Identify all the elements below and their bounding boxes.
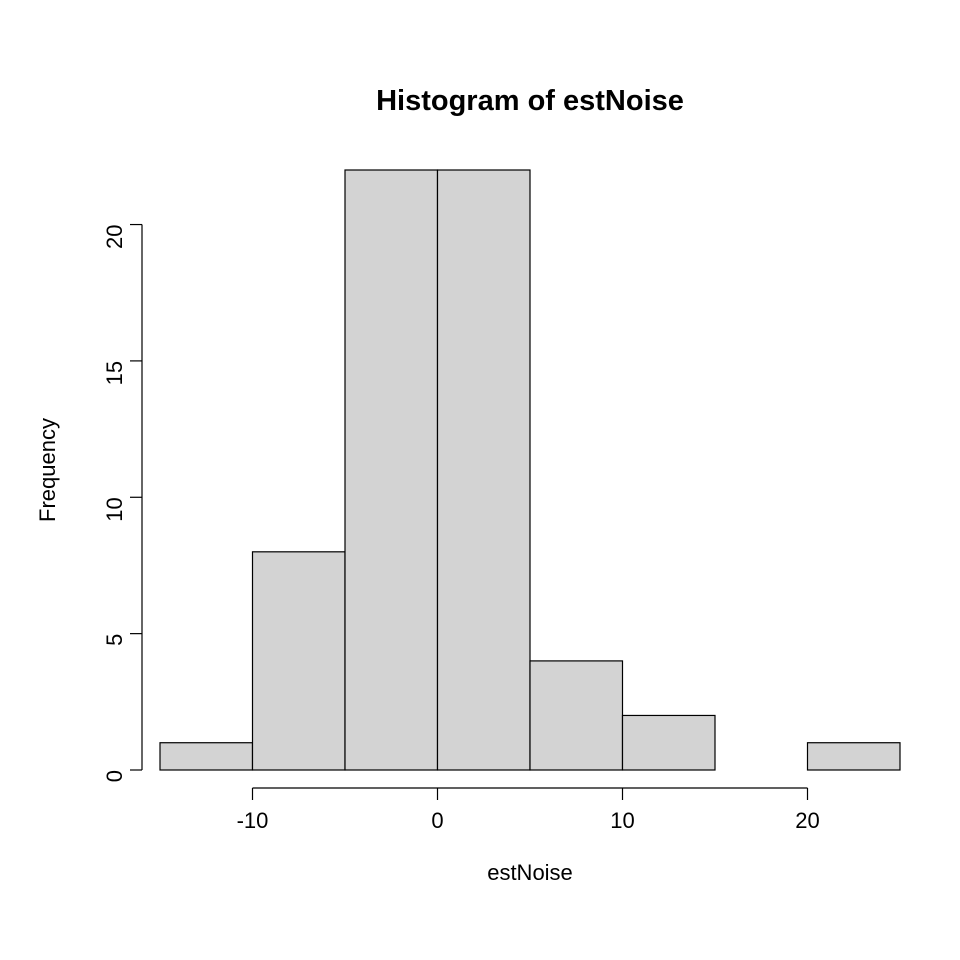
histogram-bar	[530, 661, 623, 770]
y-tick-label: 5	[102, 634, 127, 646]
y-tick-label: 0	[102, 770, 127, 782]
histogram-bar	[345, 170, 438, 770]
x-tick-label: 10	[610, 808, 634, 833]
histogram-bar	[808, 743, 901, 770]
histogram-bar	[160, 743, 253, 770]
histogram-chart: -10 0 10 20 0 5 10 15 20 Histogram of estNoise est…	[0, 0, 960, 960]
y-axis-label: Frequency	[35, 418, 60, 522]
y-tick-label: 15	[102, 361, 127, 385]
histogram-bar	[623, 715, 716, 770]
y-tick-label: 20	[102, 225, 127, 249]
histogram-bar	[438, 170, 531, 770]
x-tick-label: 20	[795, 808, 819, 833]
chart-title: Histogram of estNoise	[376, 85, 684, 117]
x-tick-label: 0	[431, 808, 443, 833]
y-tick-label: 10	[102, 497, 127, 521]
x-axis-label: estNoise	[487, 860, 573, 885]
histogram-bar	[253, 552, 346, 770]
x-tick-label: -10	[237, 808, 269, 833]
